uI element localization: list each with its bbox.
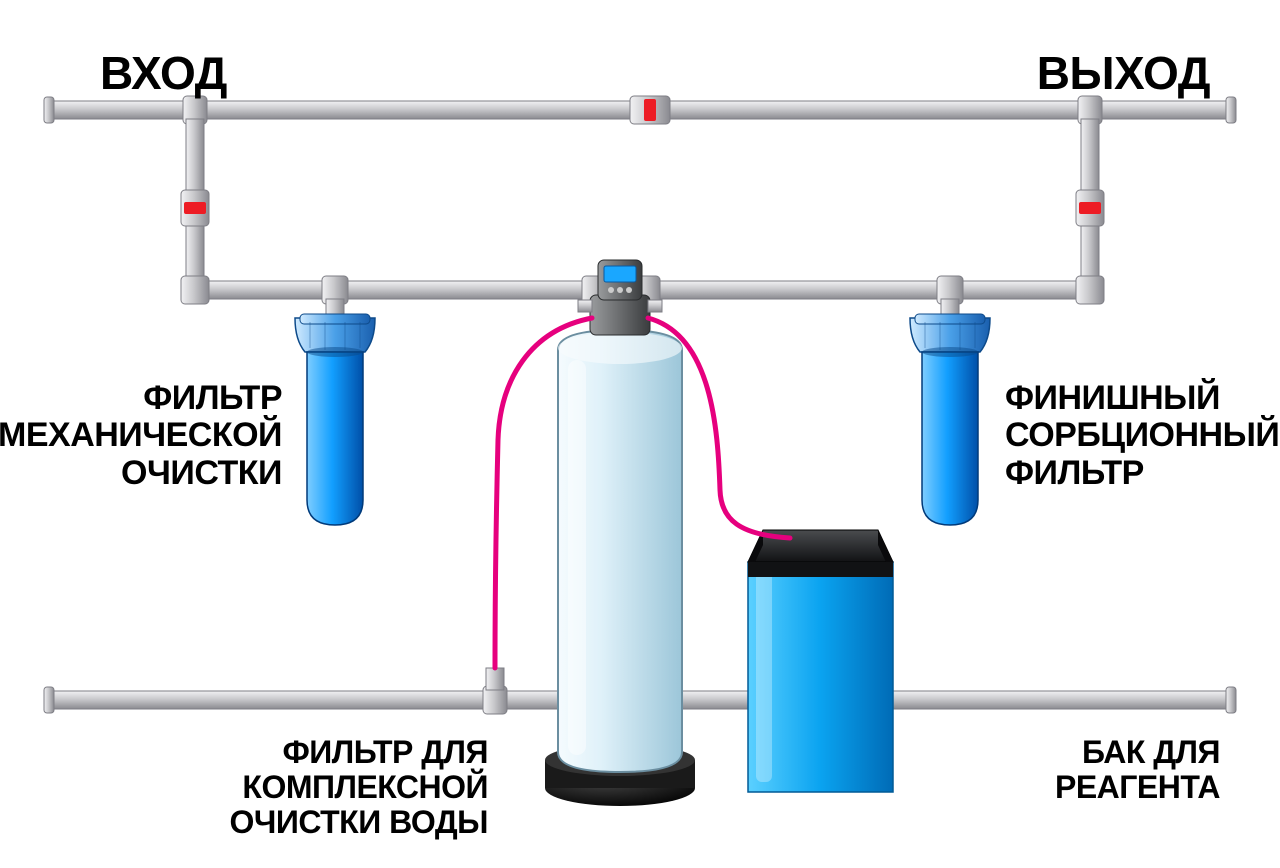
complex-l2: ОЧИСТКИ ВОДЫ xyxy=(48,805,488,840)
outlet-label: ВЫХОД xyxy=(1037,48,1210,99)
sorp-filter-l2: СОРБЦИОННЫЙ xyxy=(1005,417,1279,454)
reagent-tank-label: БАК ДЛЯ РЕАГЕНТА xyxy=(1055,735,1220,805)
mech-filter-label: ФИЛЬТР МЕХАНИЧЕСКОЙ ОЧИСТКИ xyxy=(0,380,282,492)
top-pipe xyxy=(44,96,1236,124)
complex-l1: ФИЛЬТР ДЛЯ КОМПЛЕКСНОЙ xyxy=(48,735,488,805)
complex-filter-label: ФИЛЬТР ДЛЯ КОМПЛЕКСНОЙ ОЧИСТКИ ВОДЫ xyxy=(48,735,488,841)
inlet-label: ВХОД xyxy=(100,48,227,99)
tank-l2: РЕАГЕНТА xyxy=(1055,770,1220,805)
complex-filter-column xyxy=(545,260,695,806)
mech-filter-l1: ФИЛЬТР xyxy=(0,380,282,417)
mechanical-filter xyxy=(295,314,375,525)
mech-filter-l2: МЕХАНИЧЕСКОЙ xyxy=(0,417,282,454)
vertical-drop-right xyxy=(1076,119,1104,291)
reagent-tank xyxy=(748,530,893,792)
sorp-filter-l3: ФИЛЬТР xyxy=(1005,455,1279,492)
tank-l1: БАК ДЛЯ xyxy=(1055,735,1220,770)
control-head xyxy=(578,260,662,335)
sorp-filter-l1: ФИНИШНЫЙ xyxy=(1005,380,1279,417)
sorption-filter xyxy=(910,314,990,525)
vertical-drop-left xyxy=(181,119,209,291)
mech-filter-l3: ОЧИСТКИ xyxy=(0,455,282,492)
sorp-filter-label: ФИНИШНЫЙ СОРБЦИОННЫЙ ФИЛЬТР xyxy=(1005,380,1279,492)
